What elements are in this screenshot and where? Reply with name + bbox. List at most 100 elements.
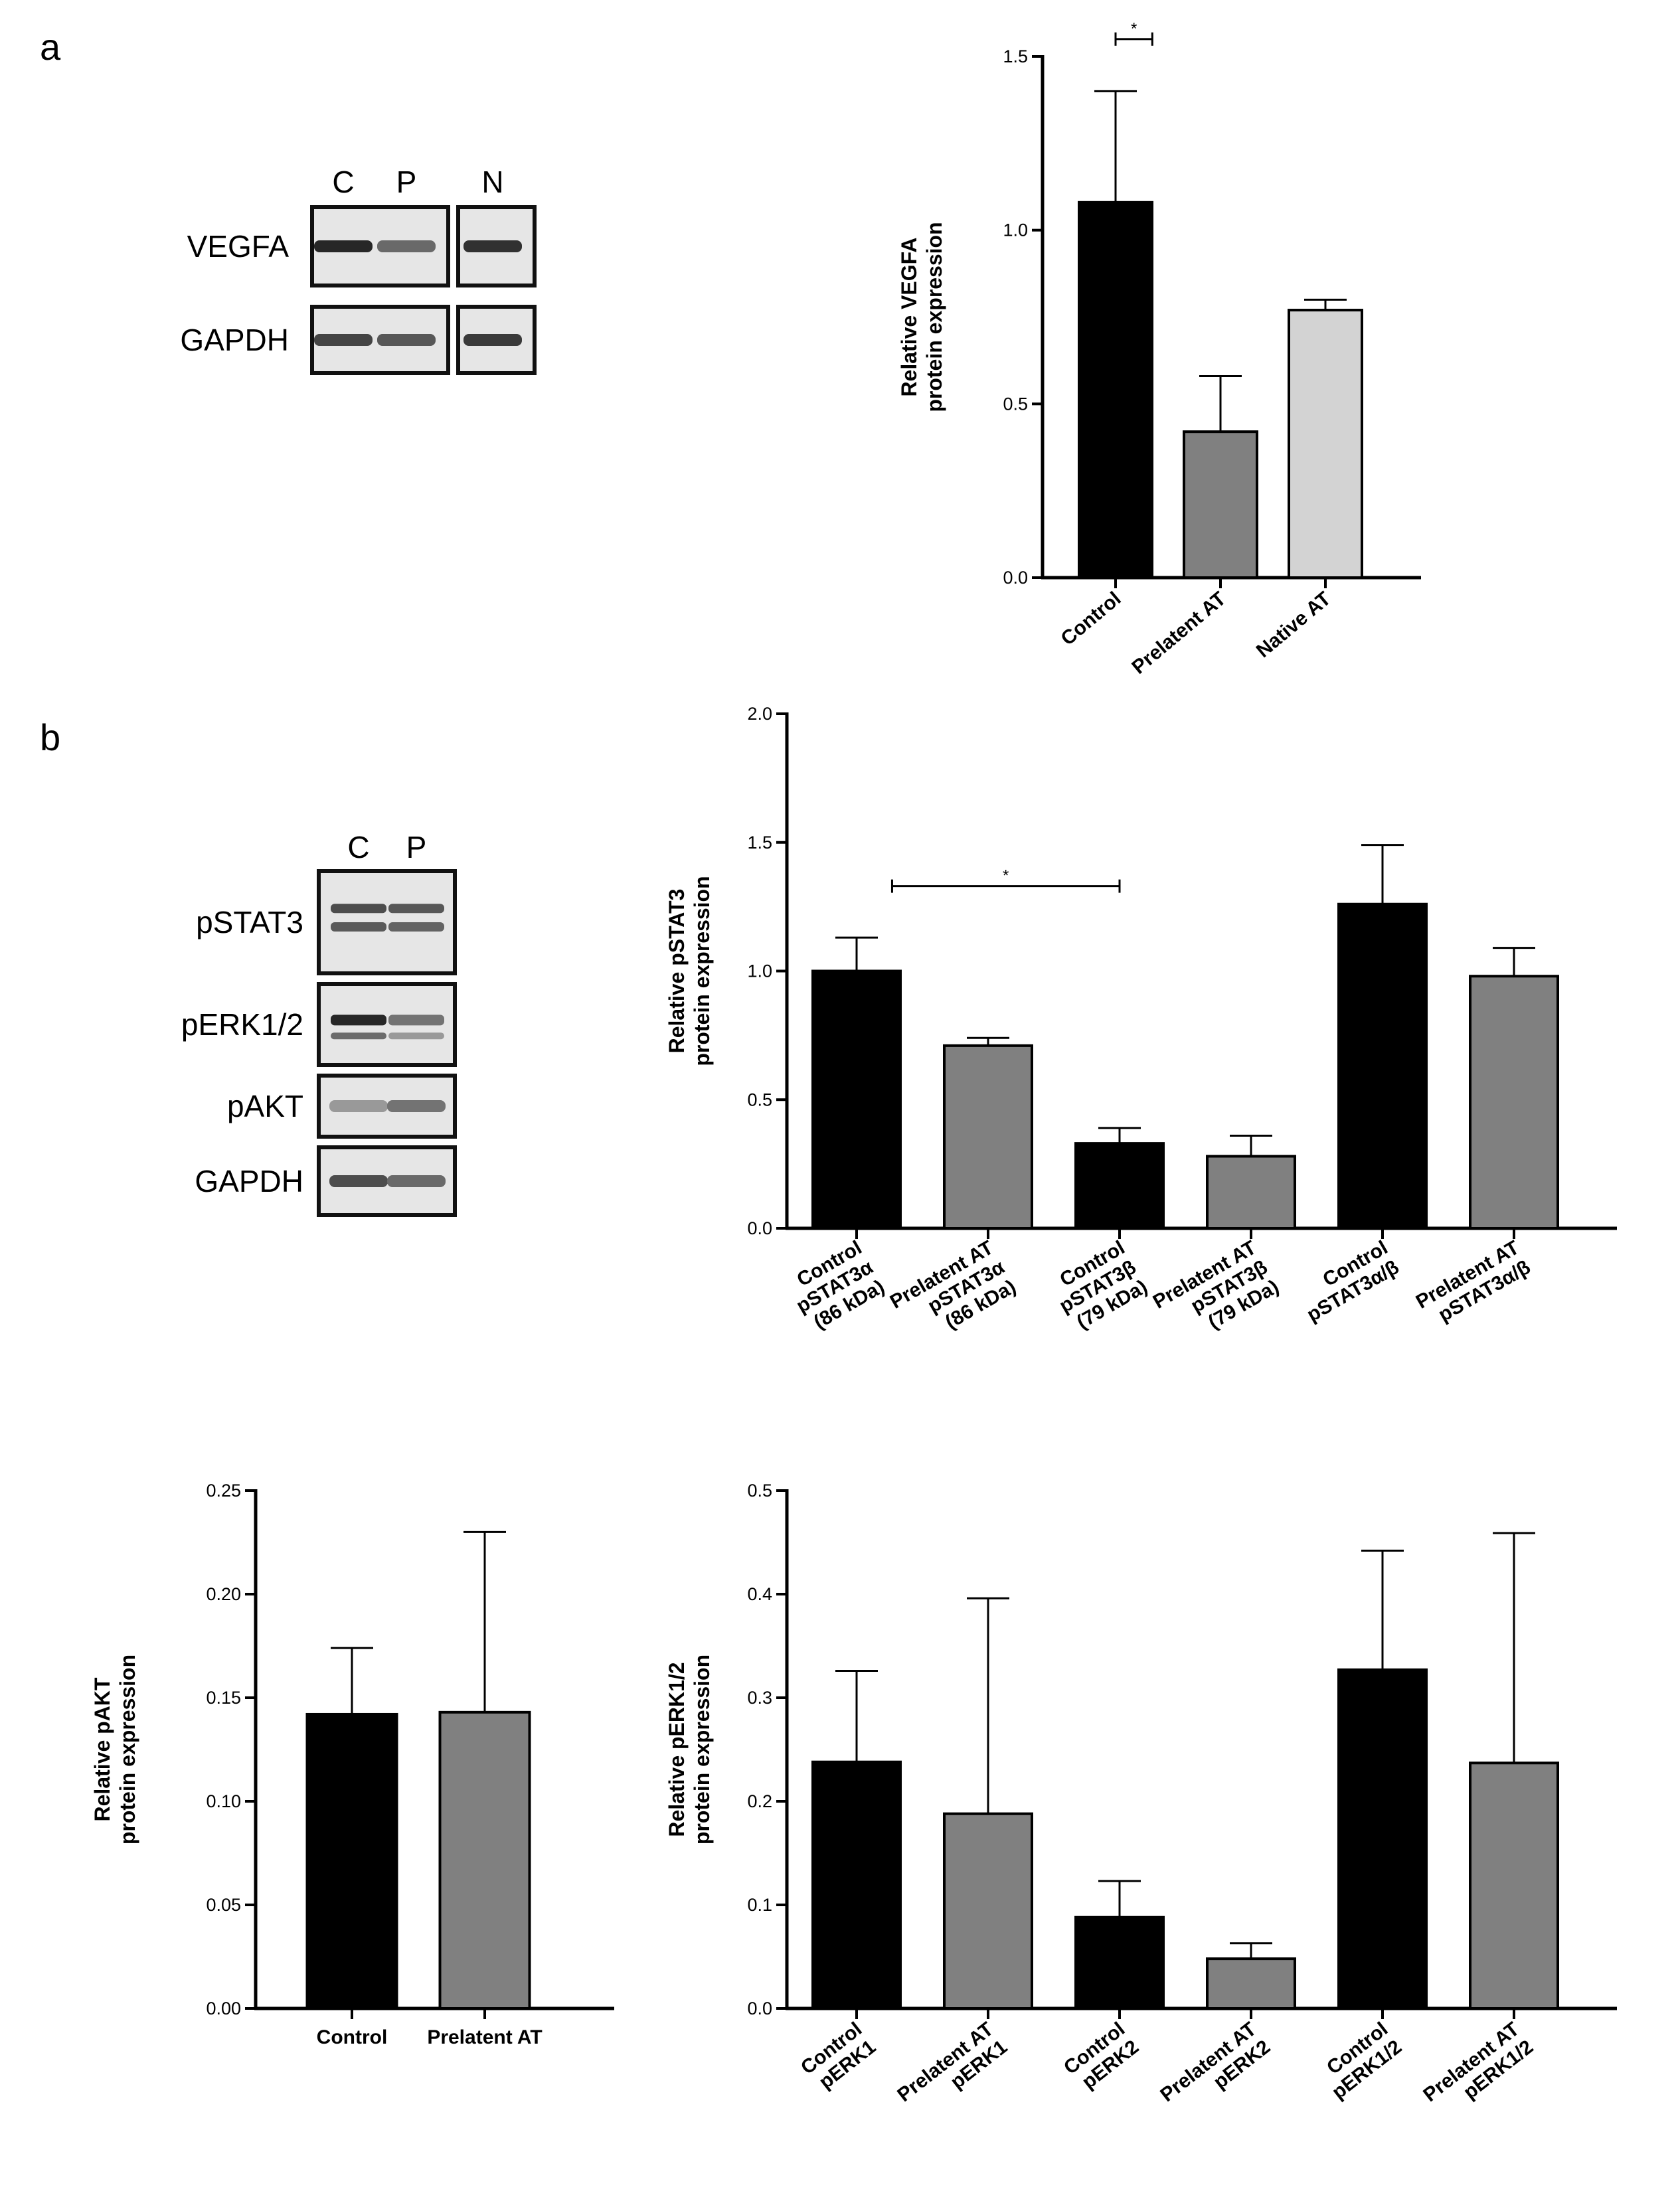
blot-row-label: pERK1/2 <box>181 1007 303 1042</box>
y-tick-label: 1.5 <box>747 833 772 853</box>
x-tick-label-line: Native AT <box>1252 588 1335 662</box>
y-tick-label: 0.10 <box>206 1791 241 1811</box>
perk-bar-chart: 0.0 0.1 0.2 0.3 0.4 0.5 Relative pERK1/2protei… <box>665 1481 1617 2125</box>
blot-band <box>329 1175 388 1187</box>
bar <box>1337 1668 1428 2010</box>
y-axis-title: Relative pAKTprotein expression <box>90 1655 139 1844</box>
x-tick-label: ControlpSTAT3β(79 kDa) <box>1045 1236 1151 1337</box>
lane-label: C <box>332 165 354 199</box>
y-tick-label: 0.00 <box>206 1998 241 2018</box>
y-tick-label: 0.25 <box>206 1481 241 1501</box>
blot-band <box>463 240 522 252</box>
bar <box>305 1712 398 2010</box>
y-axis-title: Relative pERK1/2protein expression <box>665 1655 714 1844</box>
blot-band <box>331 922 386 932</box>
y-tick-label: 0.15 <box>206 1688 241 1708</box>
western-blot-a: C P N VEGFA GAPDH <box>180 165 537 375</box>
blot-band <box>387 1100 446 1112</box>
pstat3-bar-chart: 0.0 0.5 1.0 1.5 2.0 Relative pSTAT3protein ex… <box>665 704 1617 1352</box>
bar <box>438 1710 531 2010</box>
x-tick-label: Prelatent ATpERK1 <box>893 2018 1011 2125</box>
y-tick-label: 0.05 <box>206 1895 241 1915</box>
blot-band <box>388 922 444 932</box>
pakt-bar-chart: 0.00 0.05 0.10 0.15 0.20 0.25 Relative pAKTpro… <box>90 1481 614 2048</box>
x-tick-label: Prelatent AT <box>427 2026 542 2048</box>
bar <box>1074 1916 1165 2010</box>
bar <box>943 1812 1033 2010</box>
y-tick-label: 0.0 <box>1003 568 1028 588</box>
bar <box>1469 1761 1559 2010</box>
x-tick-label-line: Prelatent AT <box>1128 588 1230 679</box>
panel-letter-b: b <box>40 716 60 758</box>
lane-label: P <box>406 830 427 864</box>
blot-row-label: GAPDH <box>180 323 289 357</box>
y-tick-label: 1.0 <box>1003 220 1028 240</box>
blot-band <box>377 240 436 252</box>
blot-band <box>314 240 373 252</box>
blot-row-label: GAPDH <box>195 1164 303 1198</box>
bar <box>1078 201 1153 579</box>
blot-band <box>331 904 386 914</box>
bar <box>1469 975 1559 1230</box>
vegfa-bar-chart: 0.0 0.5 1.0 1.5 Relative VEGFAprotein expres… <box>897 20 1421 679</box>
y-tick-label: 0.5 <box>1003 394 1028 414</box>
blot-band <box>377 334 436 346</box>
y-tick-label: 2.0 <box>747 704 772 724</box>
blot-band <box>388 904 444 914</box>
bar <box>1288 309 1363 579</box>
x-tick-label: Control <box>317 2026 388 2048</box>
significance-label: * <box>1003 867 1009 885</box>
x-tick-label: Prelatent AT <box>1128 588 1230 679</box>
y-axis-title-line: Relative pERK1/2 <box>665 1662 689 1836</box>
y-axis-title-line: protein expression <box>690 1655 714 1844</box>
x-tick-label: ControlpSTAT3α/β <box>1292 1236 1403 1326</box>
blot-band <box>329 1100 388 1112</box>
x-tick-label: ControlpERK1 <box>797 2018 880 2097</box>
x-tick-label: Prelatent ATpERK1/2 <box>1419 2018 1537 2125</box>
blot-row-label: pSTAT3 <box>196 905 303 939</box>
y-axis-title-line: Relative pAKT <box>90 1677 114 1821</box>
x-tick-label: Prelatent ATpSTAT3β(79 kDa) <box>1149 1236 1283 1352</box>
y-tick-label: 1.0 <box>747 961 772 981</box>
blot-row-label: pAKT <box>227 1089 303 1123</box>
bar <box>1183 430 1258 580</box>
blot-row-label: VEGFA <box>187 229 290 264</box>
blot-band <box>387 1175 446 1187</box>
blot-band <box>331 1015 386 1026</box>
x-tick-label-line: Control <box>1057 588 1126 650</box>
bar <box>811 969 902 1230</box>
blot-band <box>463 334 522 346</box>
x-tick-label: ControlpERK1/2 <box>1314 2018 1406 2104</box>
blot-band <box>331 1032 386 1040</box>
x-tick-label: Native AT <box>1252 588 1335 662</box>
bar <box>1337 902 1428 1230</box>
x-tick-label: ControlpERK2 <box>1060 2018 1143 2097</box>
x-tick-label: Prelatent ATpSTAT3α(86 kDa) <box>886 1236 1020 1352</box>
y-axis-title: Relative VEGFAprotein expression <box>897 222 946 412</box>
x-tick-label: ControlpSTAT3α(86 kDa) <box>782 1236 888 1337</box>
x-tick-label: Control <box>1057 588 1126 650</box>
y-axis-title-line: Relative VEGFA <box>897 237 921 396</box>
bar <box>811 1760 902 2010</box>
lane-label: C <box>347 830 369 864</box>
y-tick-label: 0.0 <box>747 1218 772 1238</box>
y-tick-label: 0.5 <box>747 1090 772 1109</box>
bar <box>1074 1142 1165 1230</box>
bar <box>943 1044 1033 1230</box>
panel-letter-a: a <box>40 26 61 68</box>
lane-label: N <box>481 165 503 199</box>
y-axis-title-line: protein expression <box>690 876 714 1066</box>
y-tick-label: 0.1 <box>747 1895 772 1915</box>
y-axis-title: Relative pSTAT3protein expression <box>665 876 714 1066</box>
y-tick-label: 0.0 <box>747 1998 772 2018</box>
y-tick-label: 1.5 <box>1003 46 1028 66</box>
x-tick-label: Prelatent ATpERK2 <box>1156 2018 1274 2125</box>
bar <box>1206 1957 1296 2010</box>
y-tick-label: 0.3 <box>747 1688 772 1708</box>
x-tick-label: Prelatent ATpSTAT3α/β <box>1412 1236 1535 1333</box>
bar <box>1206 1155 1296 1230</box>
blot-band <box>388 1032 444 1040</box>
y-axis-title-line: protein expression <box>116 1655 139 1844</box>
